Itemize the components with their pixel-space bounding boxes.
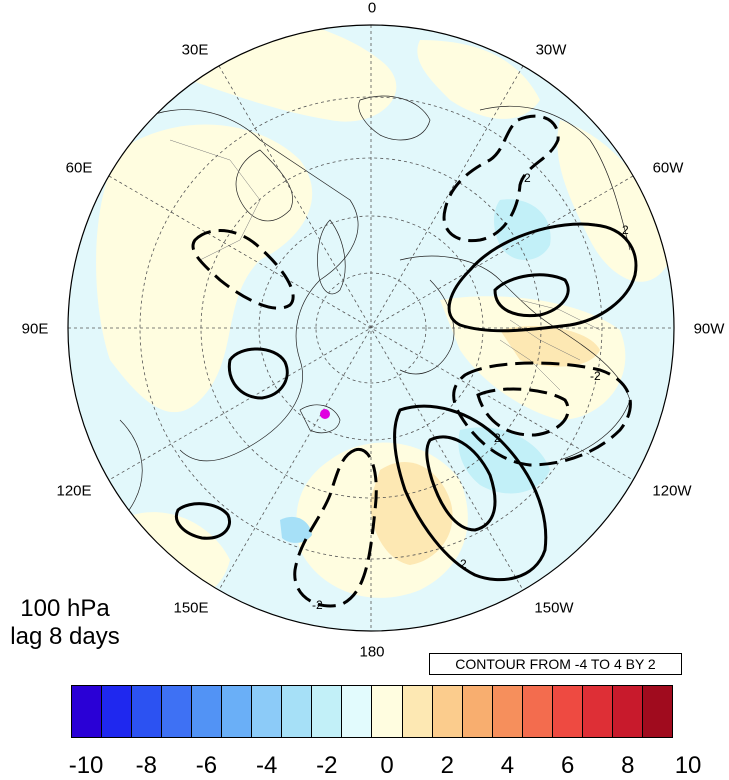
colorbar-tick-label: 8: [621, 752, 635, 779]
colorbar-swatch: [552, 686, 583, 737]
longitude-label-90e: 90E: [21, 320, 49, 338]
colorbar-tick-label: -8: [135, 752, 157, 779]
contours: [175, 114, 638, 608]
colorbar-swatch: [522, 686, 553, 737]
colorbar-swatch: [162, 686, 193, 737]
colorbar-swatch: [372, 686, 403, 737]
cool-shading: [280, 516, 312, 543]
warm-shading: [417, 40, 540, 119]
colorbar-tick-label: 6: [560, 752, 575, 779]
colorbar-tick-label: 4: [500, 752, 515, 779]
contour-labels: -2 2 2 -2 2 -2: [312, 171, 629, 612]
longitude-label-150w: 150W: [534, 599, 574, 617]
colorbar-swatch: [102, 686, 133, 737]
positive-contour: [447, 222, 638, 333]
positive-contour: [425, 435, 497, 532]
colorbar-swatch: [492, 686, 523, 737]
contour-label: -2: [520, 171, 531, 185]
negative-contour: [293, 447, 378, 608]
contour-info-box: CONTOUR FROM -4 TO 4 BY 2: [429, 653, 682, 675]
longitude-label-0: 0: [367, 0, 377, 17]
coastline: [479, 105, 631, 251]
coastline: [139, 109, 359, 462]
boundaries: [169, 139, 601, 391]
boundary: [519, 299, 601, 331]
coastline: [299, 404, 341, 434]
coastline: [358, 95, 431, 141]
negative-contour: [476, 387, 570, 437]
colorbar-tick-label: -2: [316, 752, 338, 779]
longitude-label-30e: 30E: [181, 41, 209, 59]
colorbar-swatch: [312, 686, 343, 737]
colorbar-swatch: [432, 686, 463, 737]
colorbar-swatch: [462, 686, 493, 737]
colorbar-swatch: [642, 686, 672, 737]
contour-label: 2: [622, 223, 629, 237]
longitude-label-30w: 30W: [535, 41, 567, 59]
coastline: [235, 149, 293, 222]
colorbar-swatch: [222, 686, 253, 737]
colorbar-swatch: [582, 686, 613, 737]
longitude-label-90w: 90W: [693, 320, 725, 338]
contour-label: 2: [460, 557, 467, 571]
reference-point-marker: [320, 409, 330, 419]
warm-shading: [96, 124, 313, 413]
boundary: [169, 139, 261, 261]
longitude-label-150e: 150E: [173, 599, 209, 617]
negative-contour: [191, 229, 295, 310]
boundary: [499, 339, 561, 391]
contour-label: 2: [494, 431, 501, 445]
colorbar-tick-label: -6: [195, 752, 218, 779]
coastline: [399, 279, 455, 375]
colorbar-swatch: [282, 686, 313, 737]
colorbar-tick-label: 2: [440, 752, 454, 779]
colorbar-swatch: [132, 686, 163, 737]
negative-contour: [442, 114, 560, 243]
positive-contour: [227, 347, 289, 400]
positive-contour: [493, 273, 570, 318]
colorbar-tick-label: 10: [674, 752, 702, 779]
boundary: [509, 319, 581, 361]
longitude-label-180: 180: [359, 643, 385, 661]
colorbar-swatch: [342, 686, 373, 737]
longitude-label-120w: 120W: [652, 482, 692, 500]
longitude-label-120e: 120E: [56, 482, 92, 500]
colorbar-swatch: [252, 686, 283, 737]
negative-contour: [452, 361, 632, 467]
longitude-label-60w: 60W: [652, 159, 684, 177]
level-label: 100 hPa: [20, 595, 110, 622]
contour-label: -2: [312, 598, 323, 612]
meridian: [108, 175, 634, 481]
positive-contour: [393, 404, 548, 582]
graticule: [68, 25, 674, 631]
longitude-label-60e: 60E: [65, 159, 93, 177]
cool-shading: [494, 199, 551, 260]
colorbar-tick-label: -10: [68, 752, 104, 779]
colorbar-swatch: [612, 686, 643, 737]
positive-contour: [175, 502, 231, 540]
warm-shading: [557, 120, 670, 282]
colorbar-swatch: [402, 686, 433, 737]
colorbar-swatch: [192, 686, 223, 737]
coastlines: [99, 95, 631, 525]
colorbar: [71, 685, 673, 738]
lag-label: lag 8 days: [10, 623, 120, 650]
colorbar-tick-label: -4: [255, 752, 278, 779]
contour-label: -2: [590, 369, 601, 383]
colorbar-tick-label: 0: [380, 752, 394, 779]
coastline: [317, 219, 346, 295]
map-border: [67, 24, 675, 632]
coastline: [399, 255, 631, 461]
colorbar-swatch: [72, 686, 103, 737]
